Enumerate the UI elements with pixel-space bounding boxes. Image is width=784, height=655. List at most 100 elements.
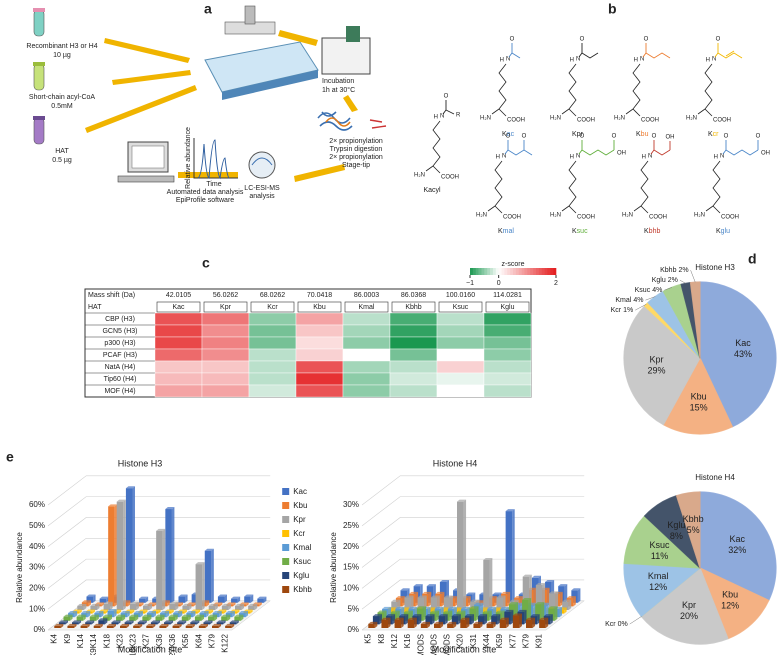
legend-label: Kac xyxy=(293,487,307,496)
bar-top xyxy=(434,606,444,609)
bar-side xyxy=(87,611,91,618)
bar-side xyxy=(183,620,187,625)
bar-top xyxy=(102,614,112,617)
bar-top xyxy=(217,594,227,597)
bar-front xyxy=(190,622,197,625)
heat-cell xyxy=(248,372,297,386)
bar-side xyxy=(118,609,122,614)
bar-front xyxy=(203,622,211,625)
bar-side xyxy=(83,603,87,610)
bar-front xyxy=(106,625,114,628)
colorbar-step xyxy=(470,268,474,275)
legend-swatch xyxy=(282,488,290,495)
bar xyxy=(107,608,117,618)
bar-top xyxy=(77,603,87,606)
bond xyxy=(640,160,649,207)
bar xyxy=(460,617,470,628)
label: 2× propionylation xyxy=(329,154,383,161)
atom: N xyxy=(720,154,724,160)
bar xyxy=(539,617,549,628)
bar-front xyxy=(80,625,88,628)
bar-top xyxy=(438,614,448,617)
bar-top xyxy=(499,617,509,620)
bar-front xyxy=(216,622,224,625)
bar-side xyxy=(245,611,249,618)
bar-front xyxy=(185,625,193,628)
bond xyxy=(432,165,441,174)
bar-side xyxy=(166,623,169,628)
bar-side xyxy=(233,602,236,607)
hat-label: p300 (H3) xyxy=(104,340,135,347)
bar-top xyxy=(199,611,209,614)
bar xyxy=(217,594,227,603)
panel-label: b xyxy=(608,1,617,17)
bar-side xyxy=(528,597,532,621)
bar xyxy=(526,617,536,628)
bond xyxy=(705,205,714,212)
bar xyxy=(116,499,126,610)
leader-line xyxy=(629,616,642,625)
bar xyxy=(216,620,226,625)
structure: H₂N COOH H N O R xyxy=(414,94,461,181)
bar-side xyxy=(458,614,461,625)
bar-side xyxy=(259,602,262,607)
x-tick-label: K56 xyxy=(181,633,190,648)
slice-value: 15% xyxy=(690,402,708,412)
bar-front xyxy=(473,623,480,628)
bar-top xyxy=(125,609,135,612)
x-tick-label: K122 xyxy=(221,633,230,652)
leader-line xyxy=(664,287,673,291)
bar-top xyxy=(142,614,152,617)
bar-side xyxy=(392,614,396,625)
bar-top xyxy=(164,620,174,623)
bar-top xyxy=(185,623,195,626)
bar-side xyxy=(162,528,166,610)
bar-top xyxy=(86,594,96,597)
bar xyxy=(86,594,96,603)
bar-top xyxy=(186,611,196,614)
bar-side xyxy=(154,602,157,607)
label-suffix: glu xyxy=(721,228,730,235)
bar-top xyxy=(409,591,419,594)
bar-top xyxy=(129,614,139,617)
slice-label: Kbhb 2% xyxy=(660,267,688,274)
colorbar-step xyxy=(550,268,554,275)
bar-top xyxy=(116,499,126,502)
bar-side xyxy=(510,609,514,625)
bar-front xyxy=(89,616,97,621)
leader-line xyxy=(679,279,686,284)
heat-cell xyxy=(483,384,532,398)
chromatogram-axes xyxy=(193,138,238,179)
mass-shift: 42.0105 xyxy=(166,292,191,299)
x-tick-label: K79 xyxy=(207,633,216,648)
y-tick-label: 10% xyxy=(29,604,45,613)
y-tick-label: 10% xyxy=(343,583,359,592)
heat-cell xyxy=(295,348,344,362)
bar xyxy=(72,620,82,625)
colorbar-step xyxy=(507,268,511,275)
legend-swatch xyxy=(282,572,290,579)
bar-top xyxy=(76,614,86,617)
bar-side xyxy=(463,499,467,610)
colorbar-step xyxy=(478,268,482,275)
heat-cell xyxy=(342,384,391,398)
bar-front xyxy=(229,622,237,625)
bar-top xyxy=(234,614,244,617)
bond xyxy=(498,108,507,117)
label-suffix: ac xyxy=(507,131,515,138)
bar-side xyxy=(210,609,214,614)
atom: H xyxy=(706,58,710,64)
label: HAT xyxy=(55,148,69,155)
keyboard xyxy=(117,175,175,183)
atom: COOH xyxy=(507,118,525,124)
bar-top xyxy=(439,579,449,582)
bar-top xyxy=(501,591,511,594)
colorbar-tick-label: −1 xyxy=(466,280,474,287)
bond xyxy=(504,149,509,155)
atom: O xyxy=(580,37,585,43)
bar-side xyxy=(127,611,130,618)
bar-top xyxy=(204,609,214,612)
bar-side xyxy=(91,620,95,625)
bar-top xyxy=(204,548,214,551)
